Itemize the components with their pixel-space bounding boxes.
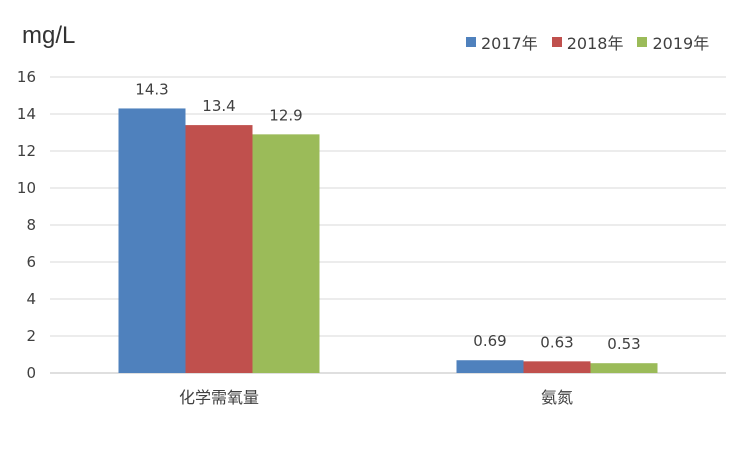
y-tick-label-12: 12 [17,142,36,160]
bar-1-2 [590,363,658,373]
data-label-1-2: 0.53 [607,335,640,353]
x-category-label-1: 氨氮 [541,388,573,407]
y-tick-label-6: 6 [26,253,36,271]
y-unit-label: mg/L [22,22,76,49]
legend-swatch-2018 [551,37,562,47]
data-label-1-0: 0.69 [473,332,506,350]
y-tick-label-4: 4 [26,290,36,308]
bar-1-1 [523,361,591,373]
data-label-0-0: 14.3 [135,80,168,98]
legend-label-2019: 2019年 [652,34,710,53]
y-tick-label-0: 0 [26,364,36,382]
y-tick-label-14: 14 [17,105,36,123]
bar-0-0 [118,108,186,373]
legend: 2017年 2018年 2019年 [466,30,709,54]
data-label-1-1: 0.63 [540,333,573,351]
y-tick-label-10: 10 [17,179,36,197]
legend-item-2017: 2017年 [466,30,538,54]
legend-item-2018: 2018年 [551,30,624,54]
legend-label-2017: 2017年 [481,34,538,53]
legend-swatch-2017 [466,37,476,47]
data-label-0-1: 13.4 [202,97,235,115]
bar-0-1 [185,125,253,373]
y-tick-label-2: 2 [26,327,36,345]
legend-label-2018: 2018年 [566,34,624,53]
data-label-0-2: 12.9 [269,106,302,124]
legend-item-2019: 2019年 [637,30,709,54]
y-tick-label-16: 16 [17,68,36,86]
bar-0-2 [252,134,320,373]
legend-swatch-2019 [637,37,648,47]
bar-1-0 [456,360,524,373]
y-tick-label-8: 8 [26,216,36,234]
x-category-label-0: 化学需氧量 [179,388,259,407]
